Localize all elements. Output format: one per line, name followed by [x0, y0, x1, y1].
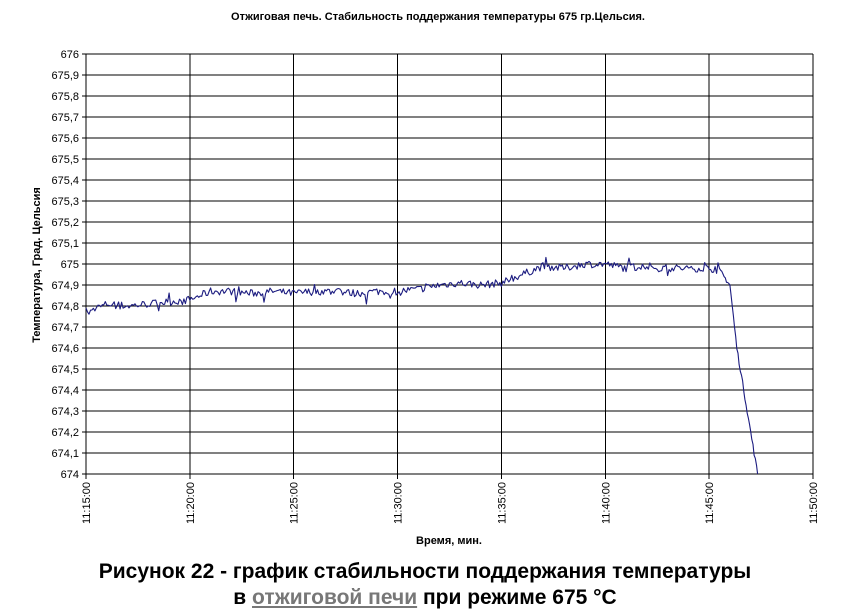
y-tick-label: 676 [61, 49, 79, 61]
y-tick-label: 675,7 [51, 112, 79, 124]
y-tick-label: 674,8 [51, 301, 79, 313]
y-tick-label: 674,3 [51, 406, 79, 418]
y-tick-label: 675,4 [51, 175, 79, 187]
y-tick-label: 674,9 [51, 280, 79, 292]
y-tick-label: 674 [61, 469, 79, 481]
caption-link[interactable]: отжиговой печи [252, 586, 418, 609]
y-tick-label: 675,9 [51, 70, 79, 82]
x-axis-label: Время, мин. [416, 535, 482, 547]
temperature-series-line [85, 256, 759, 475]
x-tick-label: 11:45:00 [704, 482, 716, 524]
y-tick-label: 675,3 [51, 196, 79, 208]
x-tick-label: 11:50:00 [808, 482, 820, 524]
x-tick-label: 11:25:00 [289, 482, 301, 524]
tick-labels: 674 674,1 674,2 674,3 674,4 674,5 674,6 674,7 67… [51, 49, 820, 524]
x-tick-label: 11:35:00 [496, 482, 508, 524]
y-tick-label: 674,7 [51, 322, 79, 334]
y-tick-label: 674,4 [51, 385, 79, 397]
y-tick-label: 674,1 [51, 448, 79, 460]
y-tick-label: 675,6 [51, 133, 79, 145]
y-tick-label: 675,5 [51, 154, 79, 166]
y-tick-label: 675,8 [51, 91, 79, 103]
x-tick-label: 11:20:00 [185, 482, 197, 524]
caption-suffix: при режиме 675 °С [422, 586, 617, 609]
y-tick-label: 675,1 [51, 238, 79, 250]
y-tick-label: 675,2 [51, 217, 79, 229]
y-tick-label: 674,6 [51, 343, 79, 355]
figure-caption-line1: Рисунок 22 - график стабильности поддерж… [98, 560, 752, 583]
chart-title: Отжиговая печь. Стабильность поддержания… [231, 11, 645, 23]
x-tick-label: 11:15:00 [81, 482, 93, 524]
y-tick-label: 675 [61, 259, 79, 271]
grid-layer [82, 53, 814, 479]
y-axis-label: Температура, Град. Цельсия [31, 187, 43, 343]
caption-prefix: в [233, 586, 247, 609]
figure-caption-line2: в отжиговой печи при режиме 675 °С [0, 586, 850, 610]
series-layer [85, 256, 759, 475]
y-tick-label: 674,5 [51, 364, 79, 376]
y-tick-label: 674,2 [51, 427, 79, 439]
x-tick-label: 11:40:00 [600, 482, 612, 524]
x-tick-label: 11:30:00 [393, 482, 405, 524]
chart: Отжиговая печь. Стабильность поддержания… [31, 11, 820, 547]
